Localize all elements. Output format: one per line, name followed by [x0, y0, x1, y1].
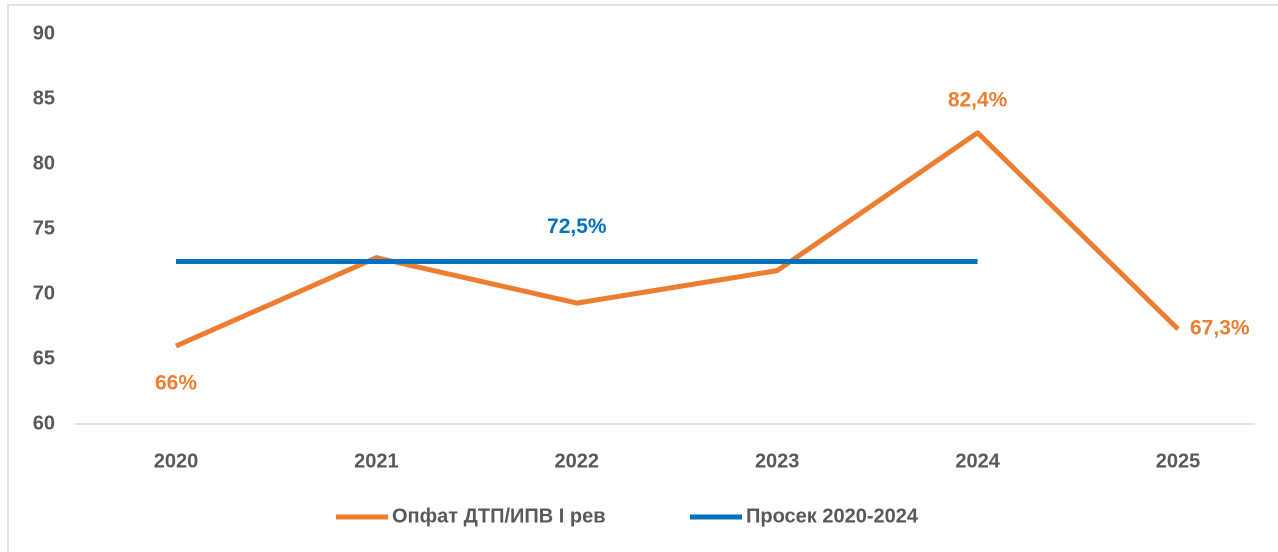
- series-line: [174, 130, 1180, 349]
- y-tick-label: 90: [33, 22, 55, 44]
- x-tick-label: 2020: [154, 450, 199, 472]
- x-tick-label: 2024: [955, 450, 1000, 472]
- y-tick-label: 65: [33, 347, 55, 369]
- y-tick-label: 70: [33, 282, 55, 304]
- y-tick-label: 60: [33, 412, 55, 434]
- data-label: 67,3%: [1190, 317, 1250, 340]
- x-tick-label: 2022: [555, 450, 600, 472]
- x-tick-label: 2023: [755, 450, 800, 472]
- y-tick-label: 75: [33, 217, 55, 239]
- x-tick-label: 2021: [354, 450, 399, 472]
- legend-label: Просек 2020-2024: [746, 505, 919, 527]
- data-label: 66%: [155, 372, 197, 395]
- x-tick-label: 2025: [1156, 450, 1201, 472]
- chart-border: [7, 4, 1278, 552]
- data-label: 72,5%: [547, 215, 607, 238]
- y-tick-label: 80: [33, 152, 55, 174]
- y-tick-label: 85: [33, 87, 55, 109]
- data-label: 82,4%: [948, 88, 1008, 111]
- legend-label: Опфат ДТП/ИПВ I рев: [392, 505, 606, 527]
